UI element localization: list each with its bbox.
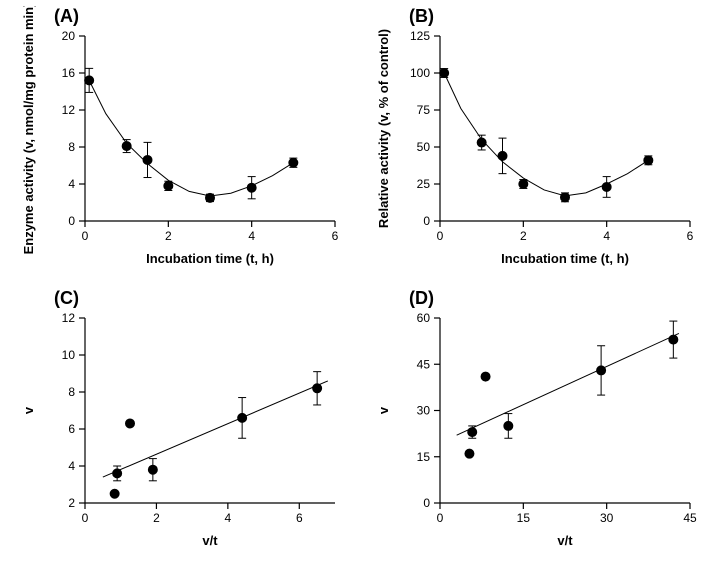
- panel-b-svg: 0 2 4 6 0 25 50 75 100 125 Incubation time (t, h) R…: [365, 6, 705, 276]
- svg-text:Relative activity (v, % of con: Relative activity (v, % of control): [376, 29, 391, 228]
- svg-text:100: 100: [410, 66, 430, 80]
- svg-text:25: 25: [417, 177, 431, 191]
- svg-text:15: 15: [517, 511, 531, 525]
- svg-text:2: 2: [68, 496, 75, 510]
- svg-text:16: 16: [62, 66, 76, 80]
- svg-text:0: 0: [437, 511, 444, 525]
- svg-text:75: 75: [417, 103, 431, 117]
- svg-text:12: 12: [62, 311, 76, 325]
- svg-text:6: 6: [68, 422, 75, 436]
- svg-text:v: v: [21, 406, 36, 414]
- figure-grid: (A) 0246048121620Incubation time (t, h)E…: [0, 0, 716, 567]
- panel-d-svg: 0 15 30 45 0 15 30 45 60 v/t v: [365, 288, 705, 558]
- svg-text:15: 15: [417, 450, 431, 464]
- svg-text:50: 50: [417, 140, 431, 154]
- svg-text:6: 6: [332, 229, 339, 243]
- svg-text:v/t: v/t: [557, 533, 573, 548]
- panel-a-svg: 0 2 4 6 0 4 8 12 16 20 Incubation time (t, h) Enzym…: [10, 6, 350, 276]
- svg-text:v: v: [376, 406, 391, 414]
- svg-text:2: 2: [165, 229, 172, 243]
- svg-text:4: 4: [603, 229, 610, 243]
- svg-text:4: 4: [68, 177, 75, 191]
- svg-text:Incubation time (t, h): Incubation time (t, h): [501, 251, 629, 266]
- svg-text:Incubation time (t, h): Incubation time (t, h): [146, 251, 274, 266]
- panel-c-label: (C): [54, 288, 79, 309]
- panel-a: (A) 0 2 4 6 0 4 8 12 16 20 Incubation time (t, h) E…: [10, 6, 350, 276]
- svg-text:0: 0: [68, 214, 75, 228]
- svg-text:0: 0: [437, 229, 444, 243]
- svg-text:10: 10: [62, 348, 76, 362]
- svg-text:4: 4: [225, 511, 232, 525]
- panel-a-label: (A): [54, 6, 79, 27]
- svg-text:0: 0: [423, 214, 430, 228]
- svg-text:0: 0: [423, 496, 430, 510]
- svg-text:45: 45: [417, 357, 431, 371]
- svg-text:Enzyme activity (v, nmol/mg pr: Enzyme activity (v, nmol/mg protein min): [21, 6, 36, 254]
- svg-text:30: 30: [600, 511, 614, 525]
- svg-text:8: 8: [68, 385, 75, 399]
- panel-b: (B) 0 2 4 6 0 25 50 75 100 125 Incubation time (t,…: [365, 6, 705, 276]
- svg-text:2: 2: [520, 229, 527, 243]
- svg-text:6: 6: [687, 229, 694, 243]
- svg-text:v/t: v/t: [202, 533, 218, 548]
- svg-text:0: 0: [82, 229, 89, 243]
- svg-text:0: 0: [82, 511, 89, 525]
- svg-text:12: 12: [62, 103, 76, 117]
- panel-d: (D) 0 15 30 45 0 15 30 45 60 v/t v: [365, 288, 705, 558]
- panel-d-label: (D): [409, 288, 434, 309]
- svg-text:8: 8: [68, 140, 75, 154]
- svg-text:2: 2: [153, 511, 160, 525]
- panel-c-svg: 024624681012v/tv: [10, 288, 350, 558]
- svg-text:30: 30: [417, 404, 431, 418]
- svg-text:4: 4: [248, 229, 255, 243]
- svg-text:6: 6: [296, 511, 303, 525]
- svg-text:4: 4: [68, 459, 75, 473]
- panel-b-label: (B): [409, 6, 434, 27]
- svg-text:60: 60: [417, 311, 431, 325]
- svg-text:125: 125: [410, 29, 430, 43]
- svg-text:45: 45: [683, 511, 697, 525]
- panel-c: (C) 024624681012v/tv: [10, 288, 350, 558]
- svg-text:20: 20: [62, 29, 76, 43]
